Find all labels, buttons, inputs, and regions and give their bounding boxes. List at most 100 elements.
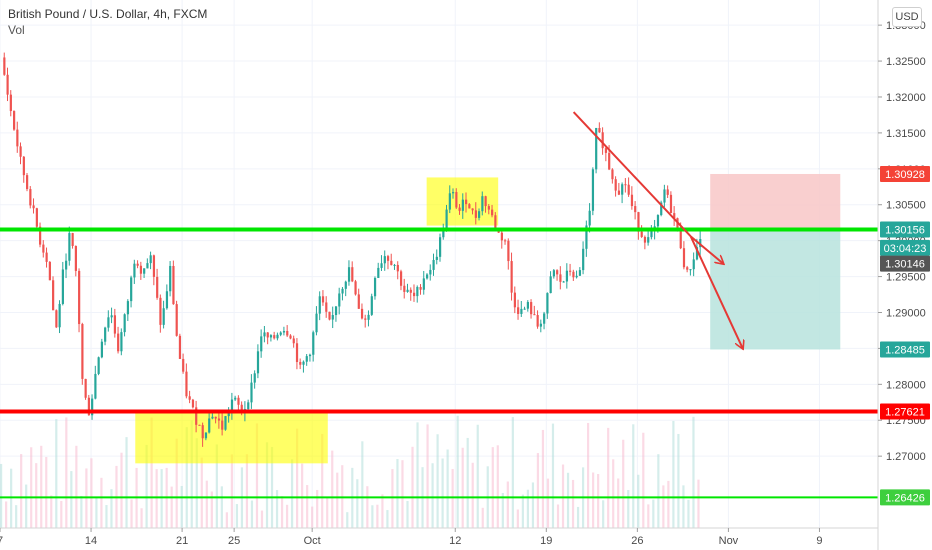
candle-body [604,148,608,153]
candle-body [325,302,328,312]
candle-body [269,335,273,338]
candle-body [406,289,409,292]
trend-line[interactable] [572,111,692,238]
candle-body [240,404,243,414]
volume-bar [431,463,434,528]
volume-bar [411,446,414,528]
candle-body [188,396,191,400]
last-close-tag[interactable] [880,255,930,272]
candle-body [302,361,305,365]
volume-bar [511,417,514,528]
candle-body [139,265,143,274]
candle-body [396,264,399,272]
candle-body [640,231,643,237]
volume-bar [155,469,158,528]
bottom-box[interactable] [135,411,328,464]
volume-bar [220,486,223,528]
volume-bar [541,429,545,528]
candle-body [624,184,627,186]
volume-bar [461,447,464,528]
red-line-tag[interactable] [880,403,930,420]
volume-bar [195,438,198,528]
volume-bar [235,504,239,528]
candle-body [517,307,520,314]
stop-tag[interactable] [880,165,930,182]
candle-body [117,333,120,352]
volume-bar [205,480,208,528]
volume-bar [275,490,279,528]
candle-body [393,264,396,266]
candle-body [630,194,634,207]
candle-body [591,169,595,211]
candle-body [643,236,647,243]
volume-bar [55,419,58,528]
currency-button[interactable]: USD [892,7,922,27]
candle-body [6,74,9,95]
volume-bar [501,492,504,528]
target-tag[interactable] [880,341,930,358]
volume-bar [426,424,429,528]
countdown-tag[interactable] [880,239,930,256]
candle-body [416,287,419,297]
candle-body [247,402,250,410]
volume-bar [536,453,540,528]
candle-body [45,252,48,262]
time-axis[interactable] [0,528,932,550]
candle-body [425,274,429,279]
candle-body [582,248,585,271]
volume-bar [566,472,570,528]
red-line-tag-label: 1.27621 [885,407,925,419]
candle-body [120,332,123,352]
current-price-tag[interactable] [880,221,930,238]
volume-bar [65,417,68,528]
volume-bar [386,510,389,528]
candle-body [286,330,289,336]
stop-loss-zone[interactable] [710,173,841,230]
time-tick-label: 7 [0,535,3,547]
volume-bar [602,500,605,528]
volume-bar [576,506,580,528]
candle-body [360,308,364,319]
price-tick-label: 1.29000 [886,307,926,319]
forecast-arrow-2[interactable] [689,235,743,348]
candle-body [198,424,201,426]
volume-bar [521,494,524,528]
target-tag-label: 1.28485 [885,344,925,356]
last-close-tag-label: 1.30146 [885,259,925,271]
candle-body [204,432,208,439]
forecast-arrow-1[interactable] [690,235,724,263]
candle-body [484,196,487,207]
time-tick-label: 12 [449,535,461,547]
volume-bar [280,496,284,528]
candle-body [224,416,227,430]
price-axis[interactable] [878,0,932,550]
volume-bar [290,459,294,528]
time-tick-label: 21 [176,535,188,547]
candle-body [172,265,175,305]
volume-bar [321,433,324,528]
bottom-line-tag[interactable] [880,489,930,506]
volume-bar [662,485,665,528]
candle-body [146,263,149,269]
volume-bar [190,420,193,528]
candle-body [178,335,182,359]
volume-bar [346,512,349,528]
candle-body [32,205,35,209]
candle-body [52,280,55,311]
candle-body [650,231,653,238]
candle-body [48,261,51,281]
candle-body [666,189,669,195]
candle-body [445,209,448,231]
volume-bar [366,486,369,528]
candle-body [439,237,442,257]
volume-bar [185,427,188,528]
volume-bar [451,468,454,528]
price-tick-label: 1.27000 [886,451,926,463]
take-profit-zone[interactable] [710,229,841,350]
candle-body [556,270,559,275]
volume-bar [20,454,23,528]
candle-body [185,371,188,397]
candle-body [614,179,617,191]
